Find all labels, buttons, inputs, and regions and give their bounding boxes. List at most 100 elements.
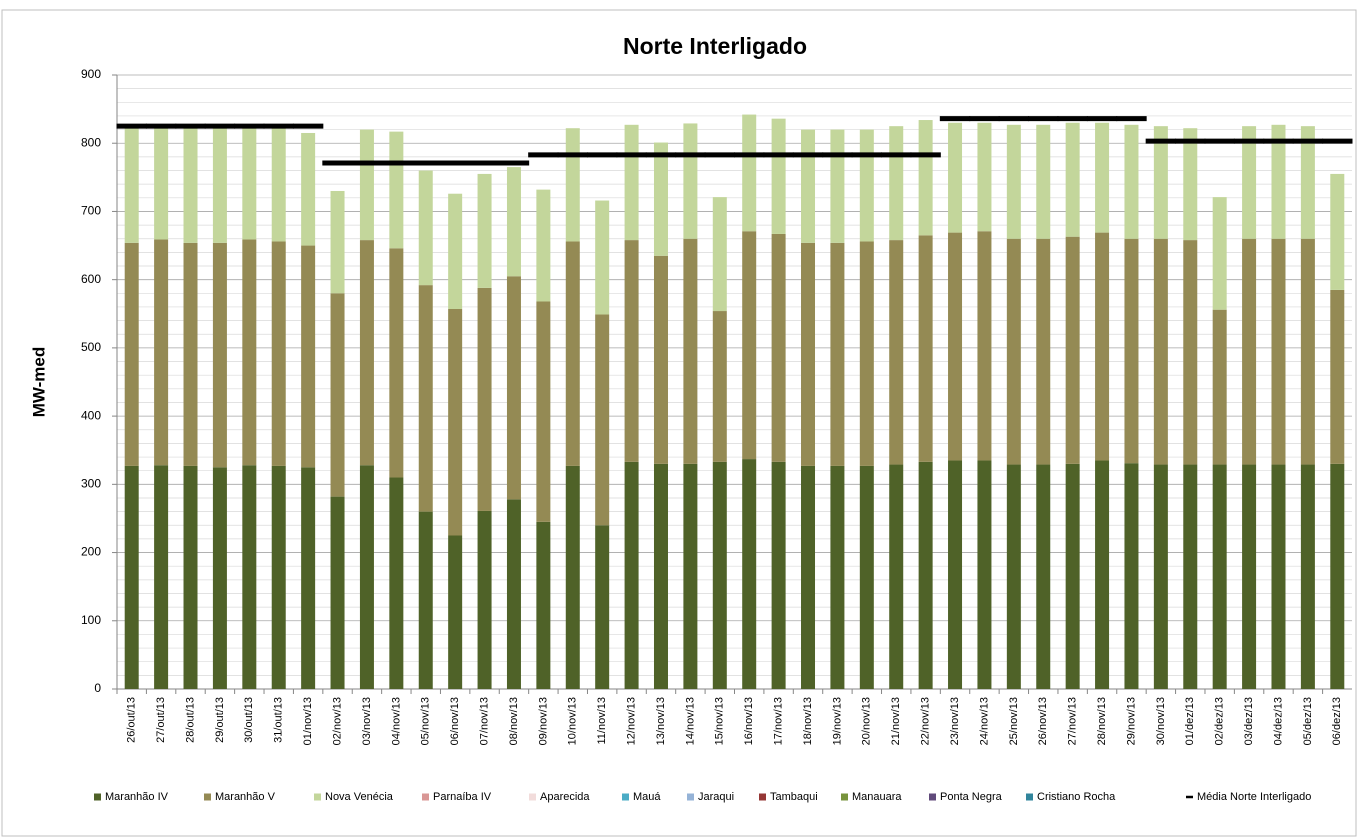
y-tick-label: 200 — [81, 545, 101, 559]
x-tick-label: 24/nov/13 — [978, 697, 990, 745]
bar-segment — [242, 465, 257, 689]
x-tick-label: 31/out/13 — [273, 697, 285, 743]
bar-segment — [565, 128, 580, 242]
bar-segment — [506, 276, 521, 500]
x-tick-label: 29/nov/13 — [1125, 697, 1137, 745]
bar-segment — [624, 461, 639, 689]
x-tick-label: 08/nov/13 — [508, 697, 520, 745]
bar-segment — [1065, 463, 1080, 689]
bar-segment — [271, 465, 286, 689]
x-tick-label: 25/nov/13 — [1008, 697, 1020, 745]
y-tick-label: 600 — [81, 272, 101, 286]
bar-segment — [1153, 238, 1168, 465]
bar-segment — [154, 465, 169, 689]
bar-segment — [1036, 464, 1051, 689]
bar-segment — [301, 467, 316, 689]
bar-segment — [477, 287, 492, 511]
x-tick-label: 07/nov/13 — [478, 697, 490, 745]
x-tick-label: 03/dez/13 — [1243, 697, 1255, 745]
bar-segment — [477, 510, 492, 689]
y-tick-label: 700 — [81, 204, 101, 218]
x-tick-label: 01/dez/13 — [1184, 697, 1196, 745]
bar-segment — [212, 242, 227, 468]
x-tick-label: 16/nov/13 — [743, 697, 755, 745]
bar-segment — [1183, 464, 1198, 689]
bar-segment — [1006, 464, 1021, 689]
bar-segment — [595, 200, 610, 315]
legend-label: Nova Venécia — [325, 791, 394, 803]
legend-marker — [687, 793, 694, 801]
bar-segment — [1006, 238, 1021, 465]
bar-segment — [1271, 238, 1286, 465]
bar-segment — [801, 129, 816, 243]
chart-title: Norte Interligado — [623, 33, 807, 59]
bar-segment — [977, 460, 992, 689]
bar-segment — [536, 301, 551, 522]
bar-segment — [1153, 464, 1168, 689]
bar-segment — [977, 231, 992, 461]
bar-segment — [977, 122, 992, 232]
bar-segment — [1095, 460, 1110, 689]
bar-segment — [1124, 463, 1139, 689]
x-tick-label: 04/nov/13 — [390, 697, 402, 745]
bar-segment — [389, 248, 404, 478]
bar-segment — [742, 114, 757, 232]
bar-segment — [1183, 240, 1198, 465]
x-tick-label: 05/nov/13 — [420, 697, 432, 745]
bar-segment — [183, 242, 198, 466]
bar-segment — [124, 465, 139, 689]
bar-segment — [624, 240, 639, 462]
bar-segment — [889, 240, 904, 465]
bar-segment — [1153, 126, 1168, 239]
legend-label: Aparecida — [540, 791, 590, 803]
legend-label: Cristiano Rocha — [1037, 791, 1116, 803]
bar-segment — [301, 132, 316, 246]
x-tick-label: 27/out/13 — [155, 697, 167, 743]
bar-segment — [948, 232, 963, 461]
x-tick-label: 06/nov/13 — [449, 697, 461, 745]
bar-segment — [389, 477, 404, 689]
bar-segment — [212, 467, 227, 689]
legend-marker — [841, 793, 848, 801]
bar-segment — [271, 128, 286, 242]
legend-label: Maranhão V — [215, 791, 276, 803]
x-tick-label: 17/nov/13 — [773, 697, 785, 745]
legend-label: Parnaíba IV — [433, 791, 492, 803]
bar-segment — [742, 459, 757, 689]
bar-segment — [712, 461, 727, 689]
bar-segment — [1271, 124, 1286, 239]
bar-segment — [1300, 464, 1315, 689]
legend-marker — [314, 793, 321, 801]
legend-label: Maranhão IV — [105, 791, 169, 803]
bar-segment — [536, 521, 551, 689]
bar-segment — [1006, 124, 1021, 239]
bar-segment — [948, 460, 963, 689]
bar-segment — [801, 465, 816, 689]
bar-segment — [771, 233, 786, 462]
bar-segment — [918, 461, 933, 689]
x-tick-label: 21/nov/13 — [890, 697, 902, 745]
bar-segment — [742, 231, 757, 460]
bar-segment — [359, 129, 374, 241]
x-tick-label: 28/out/13 — [184, 697, 196, 743]
bar-segment — [565, 241, 580, 466]
x-tick-label: 30/out/13 — [243, 697, 255, 743]
bar-segment — [830, 242, 845, 466]
y-tick-label: 800 — [81, 135, 101, 149]
bar-segment — [859, 129, 874, 242]
x-tick-label: 28/nov/13 — [1096, 697, 1108, 745]
bar-segment — [889, 126, 904, 241]
x-tick-label: 26/out/13 — [126, 697, 138, 743]
legend-label: Média Norte Interligado — [1197, 791, 1311, 803]
bar-segment — [1036, 238, 1051, 465]
bar-segment — [1300, 238, 1315, 465]
bar-segment — [1065, 236, 1080, 464]
bar-segment — [448, 535, 463, 689]
bar-segment — [1300, 126, 1315, 239]
bar-segment — [1036, 124, 1051, 239]
bar-segment — [918, 235, 933, 462]
bar-segment — [595, 525, 610, 689]
bar-segment — [683, 123, 698, 239]
